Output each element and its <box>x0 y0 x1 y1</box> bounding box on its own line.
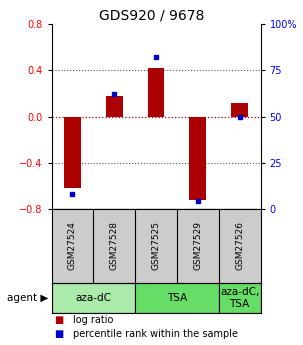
Text: GSM27526: GSM27526 <box>235 221 244 270</box>
Text: aza-dC: aza-dC <box>75 293 111 303</box>
Text: GSM27528: GSM27528 <box>110 221 119 270</box>
Text: TSA: TSA <box>167 293 187 303</box>
Text: ■: ■ <box>55 329 64 339</box>
Bar <box>135 283 219 313</box>
Bar <box>64 117 81 188</box>
Bar <box>106 96 123 117</box>
Text: percentile rank within the sample: percentile rank within the sample <box>73 329 238 339</box>
Text: log ratio: log ratio <box>73 315 113 325</box>
Text: GDS920 / 9678: GDS920 / 9678 <box>99 9 204 23</box>
Text: ■: ■ <box>55 315 64 325</box>
Text: GSM27525: GSM27525 <box>152 221 161 270</box>
Bar <box>219 283 261 313</box>
Text: agent ▶: agent ▶ <box>7 293 48 303</box>
Text: aza-dC,
TSA: aza-dC, TSA <box>220 287 259 309</box>
Bar <box>189 117 206 200</box>
Bar <box>52 283 135 313</box>
Bar <box>148 68 165 117</box>
Text: GSM27529: GSM27529 <box>193 221 202 270</box>
Text: GSM27524: GSM27524 <box>68 221 77 270</box>
Bar <box>231 103 248 117</box>
